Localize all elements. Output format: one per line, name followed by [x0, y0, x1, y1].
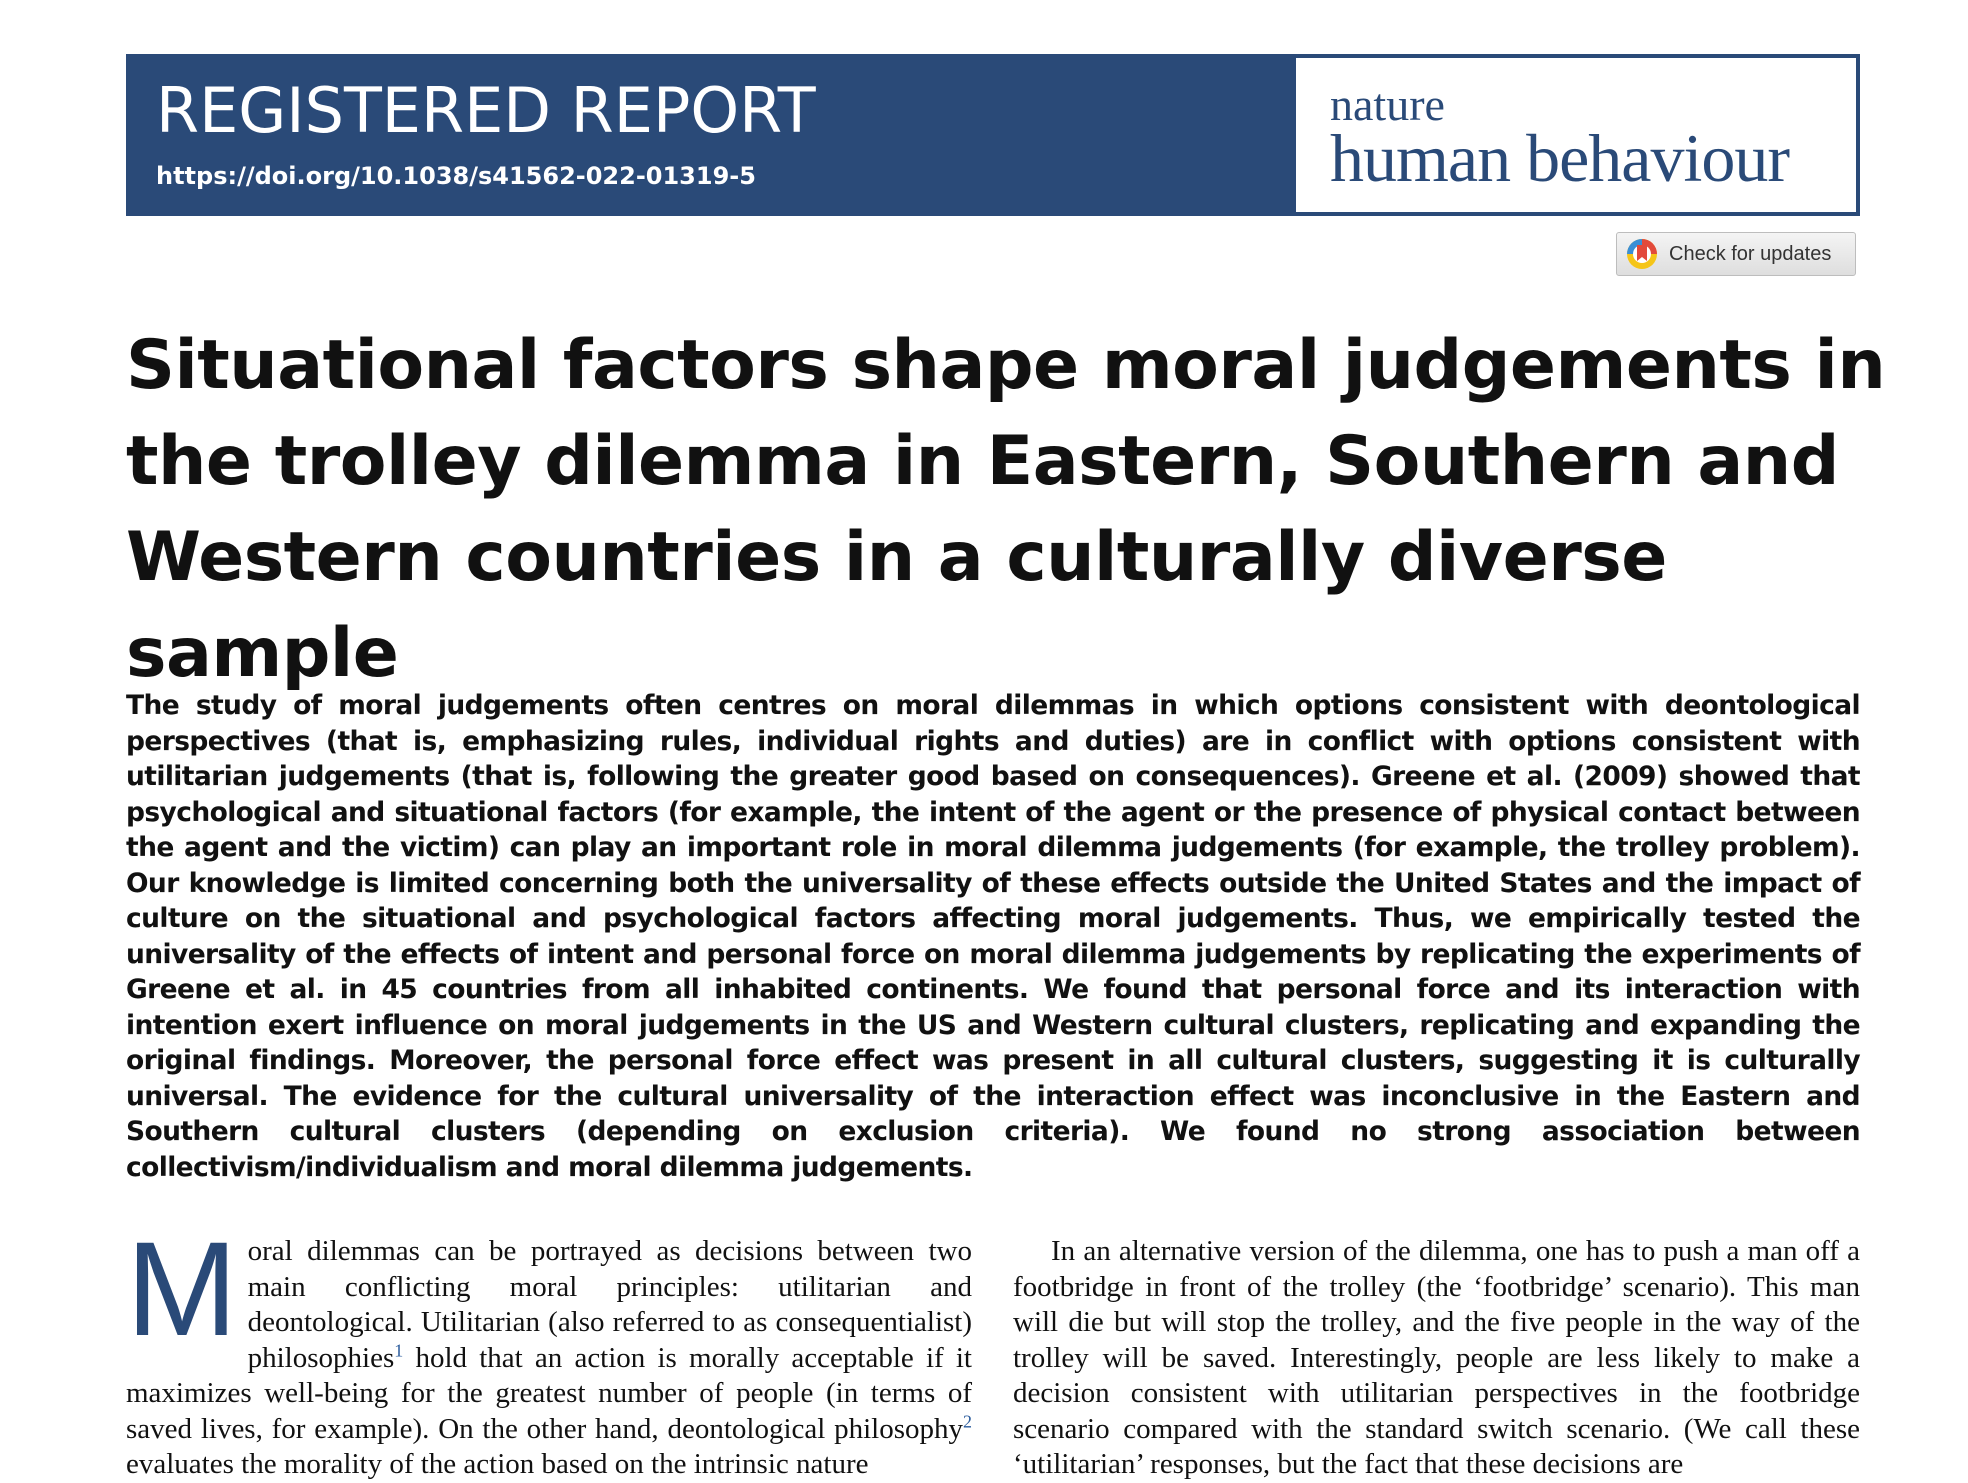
body-text: In an alternative version of the dilemma…: [1013, 1235, 1860, 1480]
article-title: Situational factors shape moral judgemen…: [126, 326, 1886, 693]
doi-link[interactable]: https://doi.org/10.1038/s41562-022-01319…: [156, 162, 756, 190]
crossmark-icon: [1627, 239, 1657, 269]
journal-name-line1: nature: [1330, 79, 1445, 130]
body-text: evaluates the morality of the action bas…: [126, 1448, 869, 1480]
reference-link[interactable]: 1: [394, 1339, 404, 1360]
body-text: hold that an action is morally acceptabl…: [126, 1341, 972, 1445]
journal-name-line2: human behaviour: [1330, 120, 1790, 196]
journal-logo: nature human behaviour: [1296, 58, 1856, 212]
reference-link[interactable]: 2: [963, 1410, 972, 1431]
header-banner: REGISTERED REPORT https://doi.org/10.103…: [126, 54, 1860, 216]
body-column-right: In an alternative version of the dilemma…: [1013, 1234, 1860, 1483]
drop-cap: M: [126, 1215, 238, 1364]
article-type: REGISTERED REPORT: [156, 74, 816, 147]
abstract: The study of moral judgements often cent…: [126, 690, 1861, 1183]
check-for-updates-button[interactable]: Check for updates: [1616, 232, 1856, 276]
body-text: oral dilemmas can be portrayed as decisi…: [247, 1235, 972, 1374]
check-for-updates-label: Check for updates: [1669, 242, 1832, 265]
